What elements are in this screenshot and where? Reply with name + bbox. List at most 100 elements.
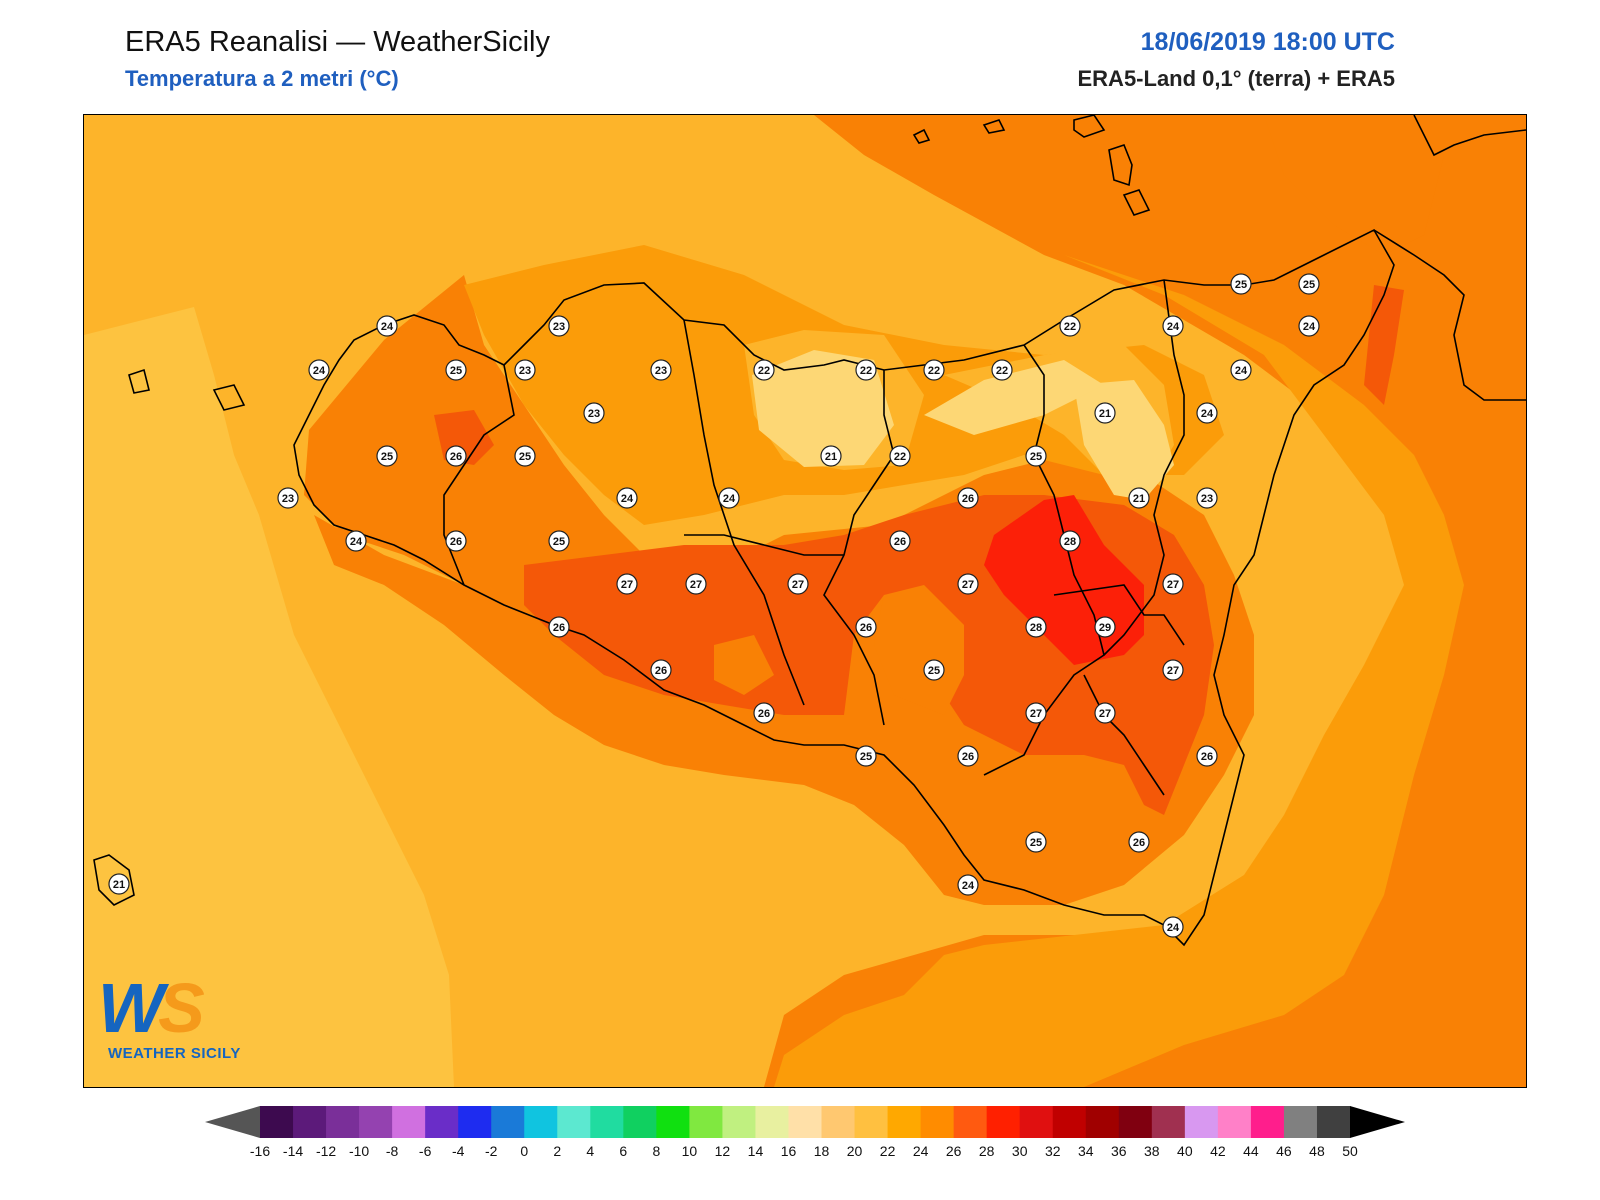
island-egadi bbox=[128, 368, 150, 394]
colorbar-tick-label: 48 bbox=[1309, 1143, 1325, 1159]
colorbar-cell bbox=[887, 1106, 922, 1138]
svg-text:23: 23 bbox=[553, 321, 565, 333]
station-marker: 24 bbox=[345, 530, 367, 552]
station-marker: 28 bbox=[1059, 530, 1081, 552]
svg-text:22: 22 bbox=[894, 451, 906, 463]
svg-text:26: 26 bbox=[553, 622, 565, 634]
logo-monogram: WS bbox=[98, 969, 205, 1047]
colorbar-cell bbox=[260, 1106, 294, 1138]
colorbar-tick-label: 38 bbox=[1144, 1143, 1160, 1159]
station-marker: 27 bbox=[1025, 702, 1047, 724]
svg-text:26: 26 bbox=[450, 451, 462, 463]
station-marker: 22 bbox=[923, 359, 945, 381]
svg-text:27: 27 bbox=[1030, 708, 1042, 720]
province-border-6 bbox=[684, 534, 844, 556]
station-marker: 27 bbox=[1162, 573, 1184, 595]
colorbar-tick-label: 34 bbox=[1078, 1143, 1094, 1159]
station-marker: 24 bbox=[1298, 315, 1320, 337]
colorbar-cell bbox=[425, 1106, 459, 1138]
colorbar-tick-label: 0 bbox=[520, 1143, 528, 1159]
station-marker: 21 bbox=[1128, 487, 1150, 509]
svg-text:21: 21 bbox=[113, 879, 125, 891]
svg-text:24: 24 bbox=[1201, 408, 1214, 420]
svg-text:23: 23 bbox=[519, 365, 531, 377]
temperature-colorbar: -16 -14 -12 -10 -8 -6 -4 -2 0 2 4 6 8 10 12 14 16 18 20 22 2… bbox=[205, 1106, 1405, 1159]
colorbar-tick-label: 36 bbox=[1111, 1143, 1127, 1159]
coastline-group bbox=[93, 115, 1526, 947]
zone-cool-north bbox=[752, 350, 894, 467]
svg-text:25: 25 bbox=[1235, 279, 1247, 291]
colorbar-cell bbox=[854, 1106, 889, 1138]
colorbar-tick-label: -16 bbox=[250, 1143, 270, 1159]
station-marker: 27 bbox=[957, 573, 979, 595]
svg-text:25: 25 bbox=[860, 751, 872, 763]
zone-cool-ne-strip bbox=[924, 360, 1104, 435]
station-marker: 25 bbox=[1298, 273, 1320, 295]
colorbar-tick-label: 12 bbox=[715, 1143, 731, 1159]
svg-text:27: 27 bbox=[962, 579, 974, 591]
weathersicily-logo: WS WEATHER SICILY bbox=[98, 968, 258, 1073]
station-marker: 26 bbox=[1196, 745, 1218, 767]
colorbar-cell bbox=[1019, 1106, 1054, 1138]
svg-text:22: 22 bbox=[758, 365, 770, 377]
svg-text:22: 22 bbox=[860, 365, 872, 377]
svg-text:26: 26 bbox=[962, 751, 974, 763]
island-salina bbox=[1073, 115, 1106, 138]
colorbar-tick-label: -8 bbox=[386, 1143, 399, 1159]
station-marker: 24 bbox=[718, 487, 740, 509]
colorbar-cell bbox=[1283, 1106, 1318, 1138]
station-marker: 25 bbox=[548, 530, 570, 552]
colorbar-tick-label: 22 bbox=[880, 1143, 896, 1159]
colorbar-tick-label: 6 bbox=[619, 1143, 627, 1159]
station-marker: 25 bbox=[445, 359, 467, 381]
colorbar-tick-label: 2 bbox=[553, 1143, 561, 1159]
svg-text:21: 21 bbox=[1133, 493, 1145, 505]
svg-text:25: 25 bbox=[1303, 279, 1315, 291]
station-marker: 22 bbox=[855, 359, 877, 381]
province-border-2 bbox=[823, 370, 895, 726]
station-marker: 26 bbox=[548, 616, 570, 638]
colorbar-tick-label: 42 bbox=[1210, 1143, 1226, 1159]
station-marker: 24 bbox=[1162, 916, 1184, 938]
colorbar-tick-label: 44 bbox=[1243, 1143, 1259, 1159]
colorbar-cell bbox=[1151, 1106, 1186, 1138]
zone-t26-northwest bbox=[304, 275, 684, 635]
svg-text:24: 24 bbox=[350, 536, 363, 548]
svg-text:25: 25 bbox=[450, 365, 462, 377]
station-marker: 26 bbox=[753, 702, 775, 724]
data-source-label: ERA5-Land 0,1° (terra) + ERA5 bbox=[1077, 66, 1396, 91]
colorbar-tick-label: 50 bbox=[1342, 1143, 1358, 1159]
station-marker: 25 bbox=[376, 445, 398, 467]
colorbar-tick-label: -14 bbox=[283, 1143, 303, 1159]
svg-text:24: 24 bbox=[1167, 922, 1180, 934]
svg-text:25: 25 bbox=[381, 451, 393, 463]
colorbar-tick-label: 26 bbox=[946, 1143, 962, 1159]
svg-text:27: 27 bbox=[1167, 665, 1179, 677]
svg-text:28: 28 bbox=[1064, 536, 1076, 548]
colorbar-tick-label: 40 bbox=[1177, 1143, 1193, 1159]
station-marker: 26 bbox=[957, 745, 979, 767]
svg-text:24: 24 bbox=[381, 321, 394, 333]
station-marker: 23 bbox=[583, 402, 605, 424]
colorbar-cell bbox=[392, 1106, 426, 1138]
colorbar-tick-label: 4 bbox=[586, 1143, 594, 1159]
map-canvas: 24 23 24 25 23 23 22 22 22 22 22 24 25 2… bbox=[84, 115, 1526, 1087]
province-border-7 bbox=[1053, 584, 1185, 646]
colorbar-cell bbox=[491, 1106, 525, 1138]
colorbar-tick-label: 8 bbox=[652, 1143, 660, 1159]
province-border-5 bbox=[443, 364, 515, 586]
colorbar-cell bbox=[1217, 1106, 1252, 1138]
station-marker: 21 bbox=[1094, 402, 1116, 424]
station-marker: 26 bbox=[445, 445, 467, 467]
colorbar-under-arrow bbox=[205, 1106, 260, 1138]
svg-text:26: 26 bbox=[860, 622, 872, 634]
map-subtitle: Temperatura a 2 metri (°C) bbox=[125, 66, 399, 91]
svg-text:23: 23 bbox=[655, 365, 667, 377]
colorbar-tick-label: 16 bbox=[781, 1143, 797, 1159]
svg-text:24: 24 bbox=[962, 880, 975, 892]
zone-t26-inner-south bbox=[874, 585, 964, 715]
svg-text:25: 25 bbox=[1030, 451, 1042, 463]
station-marker: 24 bbox=[308, 359, 330, 381]
colorbar-cell bbox=[1316, 1106, 1351, 1138]
colorbar-tick-label: 32 bbox=[1045, 1143, 1061, 1159]
